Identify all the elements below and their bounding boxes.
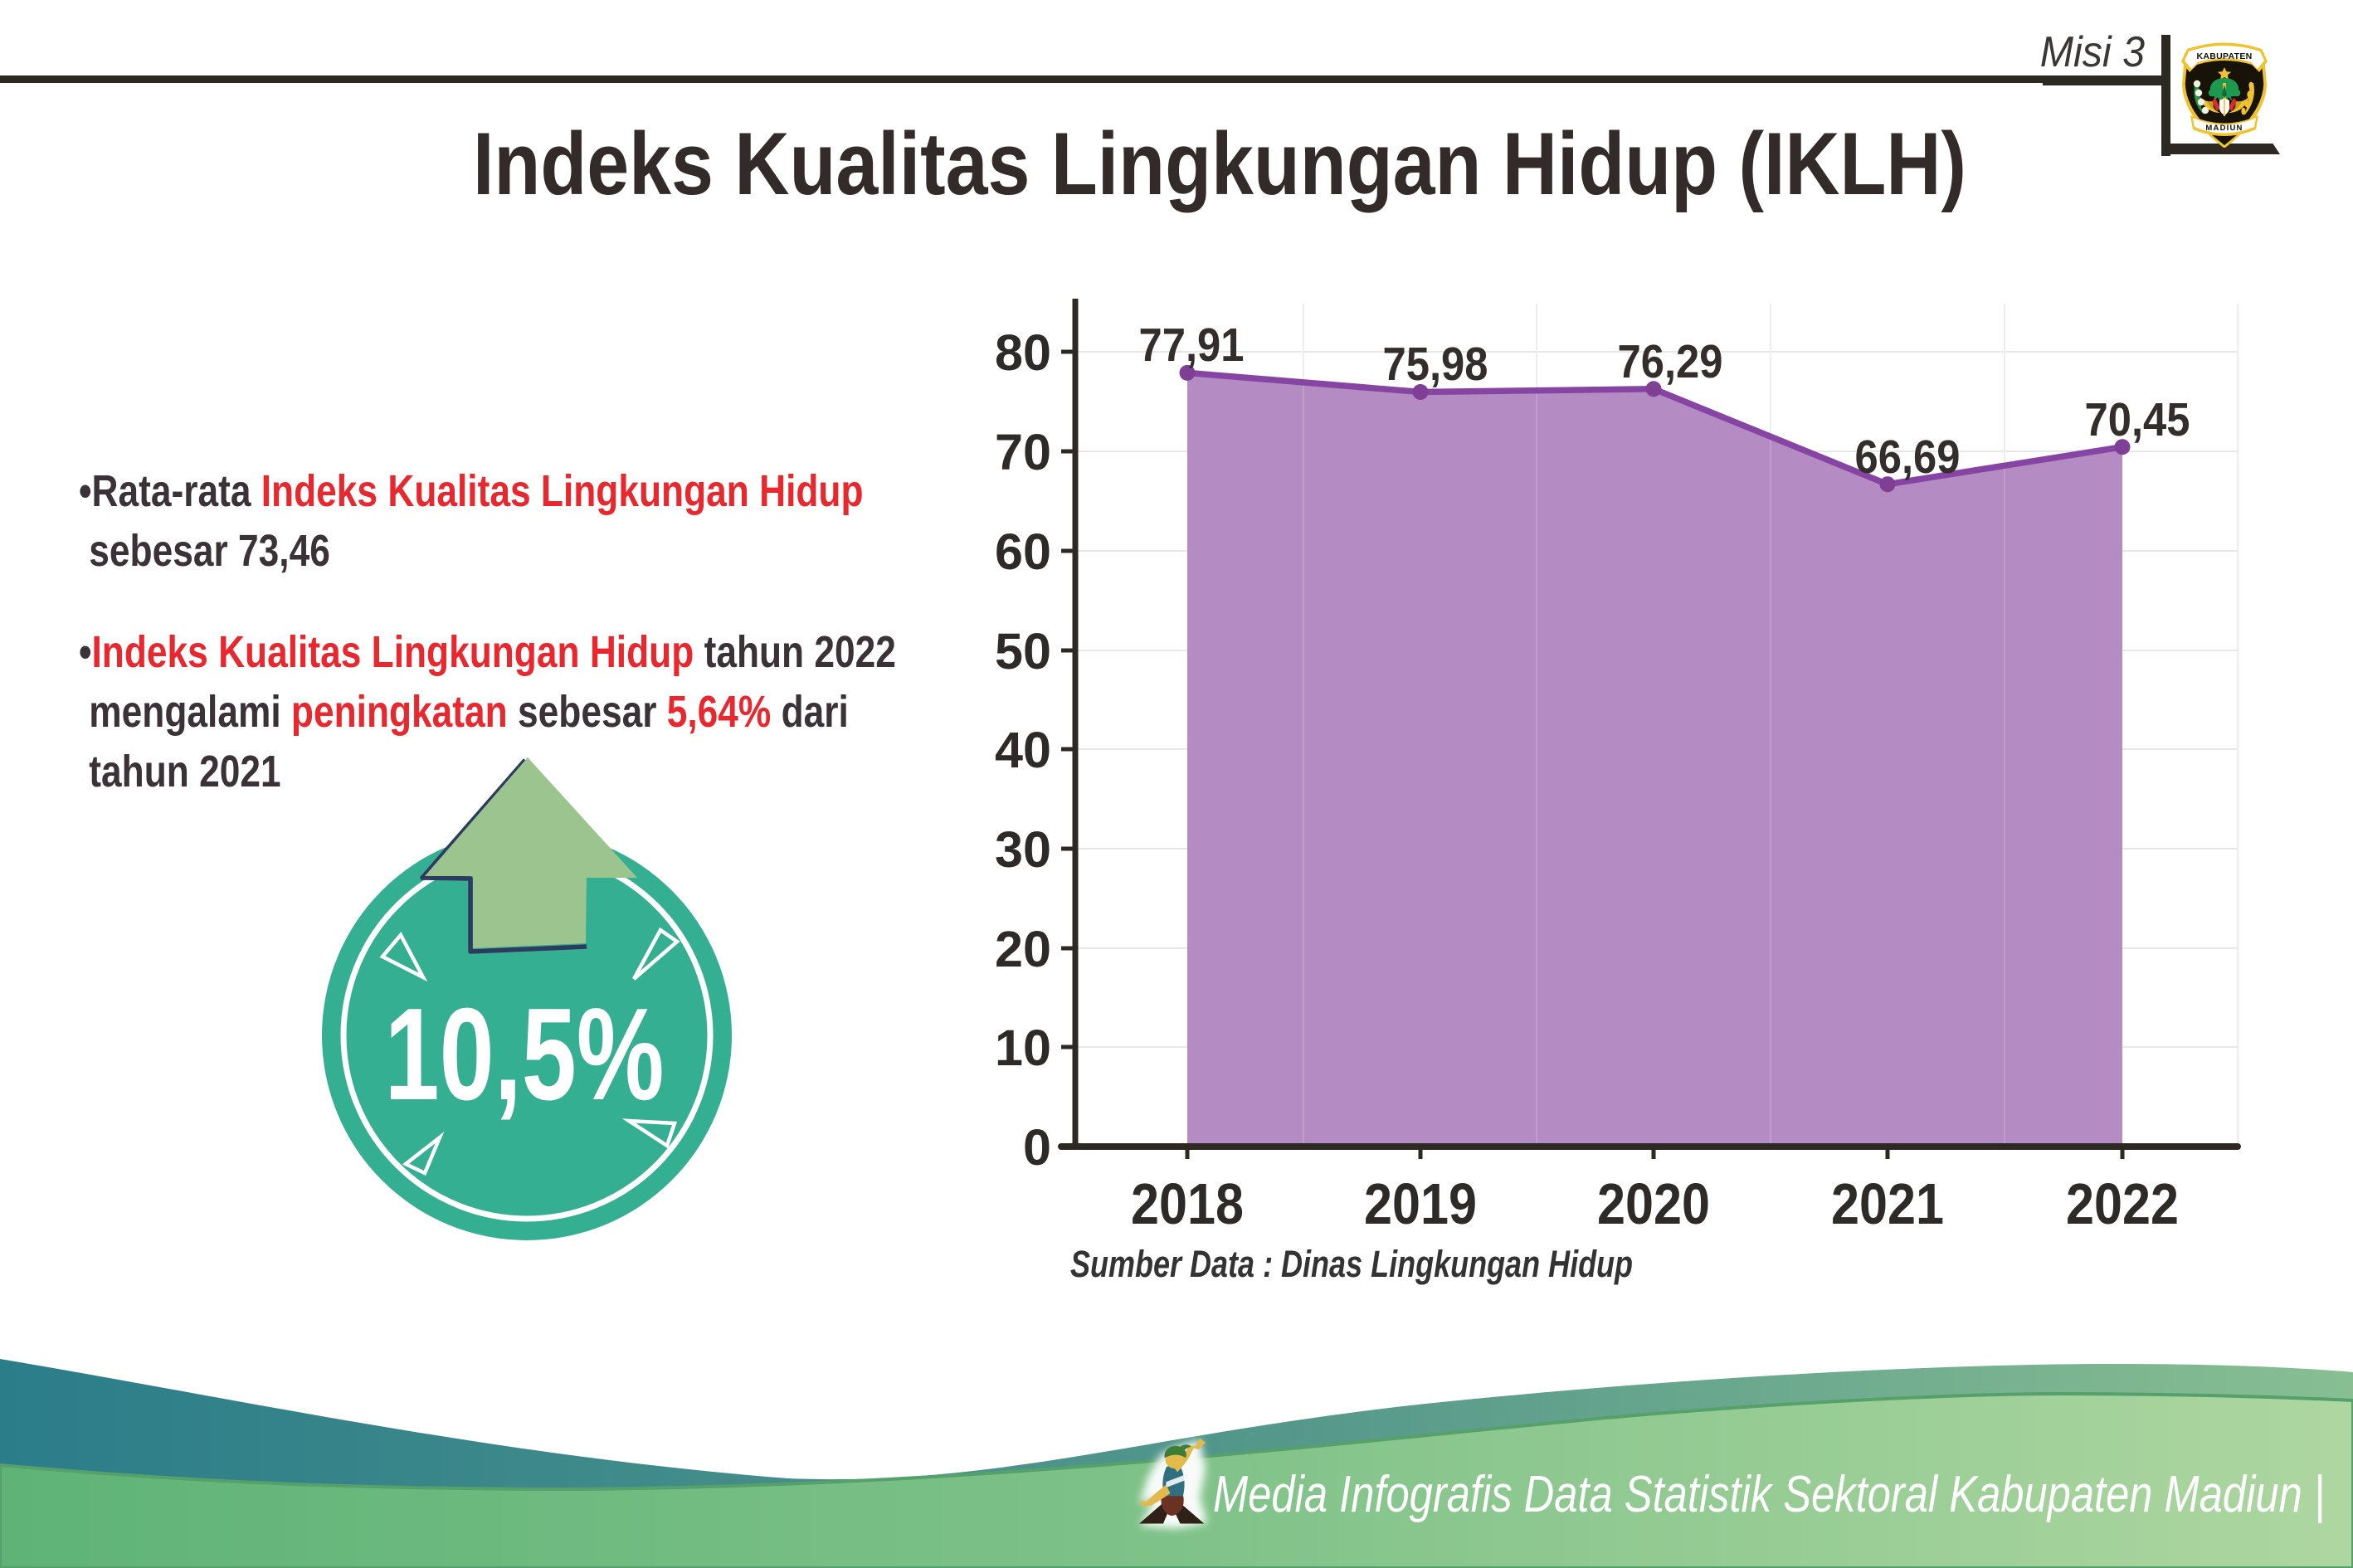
svg-text:10,5%: 10,5%: [385, 981, 665, 1127]
svg-text:2021: 2021: [1831, 1171, 1944, 1236]
svg-text:10: 10: [995, 1020, 1051, 1076]
svg-text:70: 70: [995, 424, 1051, 480]
svg-text:66,69: 66,69: [1855, 431, 1961, 484]
svg-text:KABUPATEN: KABUPATEN: [2196, 51, 2252, 61]
svg-text:40: 40: [995, 722, 1051, 778]
svg-text:Media Infografis Data Statisti: Media Infografis Data Statistik Sektoral…: [1213, 1466, 2325, 1523]
svg-text:75,98: 75,98: [1383, 338, 1488, 391]
svg-text:80: 80: [995, 324, 1051, 381]
svg-text:2020: 2020: [1597, 1171, 1710, 1236]
svg-text:0: 0: [1023, 1119, 1051, 1176]
svg-text:2022: 2022: [2066, 1171, 2179, 1236]
svg-text:30: 30: [995, 821, 1051, 878]
svg-text:2018: 2018: [1131, 1171, 1244, 1236]
svg-text:70,45: 70,45: [2085, 393, 2190, 446]
svg-text:MADIUN: MADIUN: [2205, 124, 2243, 133]
svg-text:Indeks Kualitas Lingkungan Hid: Indeks Kualitas Lingkungan Hidup (IKLH): [473, 114, 1966, 213]
svg-text:76,29: 76,29: [1618, 335, 1723, 388]
svg-text:20: 20: [995, 921, 1051, 977]
svg-text:50: 50: [995, 623, 1051, 679]
svg-text:60: 60: [995, 523, 1051, 580]
svg-text:2019: 2019: [1364, 1171, 1477, 1236]
svg-text:77,91: 77,91: [1139, 319, 1245, 372]
